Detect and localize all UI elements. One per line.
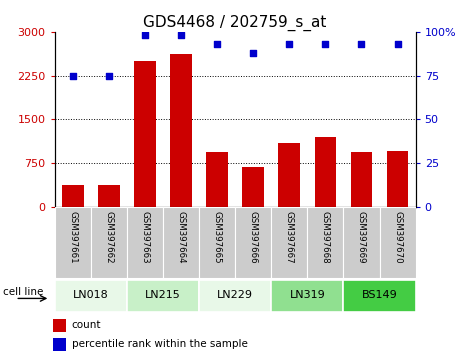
Bar (127, 280, 199, 312)
Text: LN229: LN229 (217, 290, 253, 300)
Point (177, 33, 185, 38)
Text: GSM397666: GSM397666 (249, 211, 257, 263)
Point (322, 41, 329, 47)
Bar (343, 280, 416, 312)
Text: GSM397661: GSM397661 (68, 211, 77, 263)
Bar (55, 280, 127, 312)
Bar (271, 280, 343, 312)
Bar (55, 207, 91, 278)
Text: percentile rank within the sample: percentile rank within the sample (72, 339, 247, 349)
Bar (351, 152, 372, 207)
Bar (307, 207, 343, 278)
Point (249, 50, 257, 56)
Point (141, 33, 149, 38)
Point (213, 41, 221, 47)
Text: GSM397664: GSM397664 (177, 211, 185, 263)
Text: BS149: BS149 (361, 290, 398, 300)
Text: GSM397665: GSM397665 (213, 211, 221, 263)
Bar (134, 61, 156, 207)
Text: GSM397668: GSM397668 (321, 211, 330, 263)
Bar (127, 207, 163, 278)
Text: LN319: LN319 (289, 290, 325, 300)
Bar (199, 207, 235, 278)
Bar (62, 185, 84, 207)
Title: GDS4468 / 202759_s_at: GDS4468 / 202759_s_at (143, 14, 327, 30)
Bar (163, 207, 199, 278)
Text: GSM397670: GSM397670 (393, 211, 402, 263)
Bar (170, 54, 192, 207)
Bar (387, 151, 408, 207)
Bar (314, 137, 336, 207)
Text: GSM397663: GSM397663 (141, 211, 149, 263)
Point (394, 41, 401, 47)
Bar (53, 338, 66, 351)
Bar (91, 207, 127, 278)
Bar (199, 280, 271, 312)
Bar (206, 152, 228, 207)
Bar (343, 207, 380, 278)
Bar (380, 207, 416, 278)
Point (285, 41, 293, 47)
Bar (271, 207, 307, 278)
Text: GSM397662: GSM397662 (104, 211, 113, 263)
Text: count: count (72, 320, 101, 330)
Bar (235, 207, 271, 278)
Point (69, 73, 76, 79)
Bar (98, 185, 120, 207)
Bar (242, 167, 264, 207)
Point (105, 73, 113, 79)
Text: cell line: cell line (3, 287, 43, 297)
Text: GSM397667: GSM397667 (285, 211, 294, 263)
Text: GSM397669: GSM397669 (357, 211, 366, 263)
Bar (278, 143, 300, 207)
Point (358, 41, 365, 47)
Text: LN018: LN018 (73, 290, 109, 300)
Bar (53, 319, 66, 332)
Text: LN215: LN215 (145, 290, 181, 300)
